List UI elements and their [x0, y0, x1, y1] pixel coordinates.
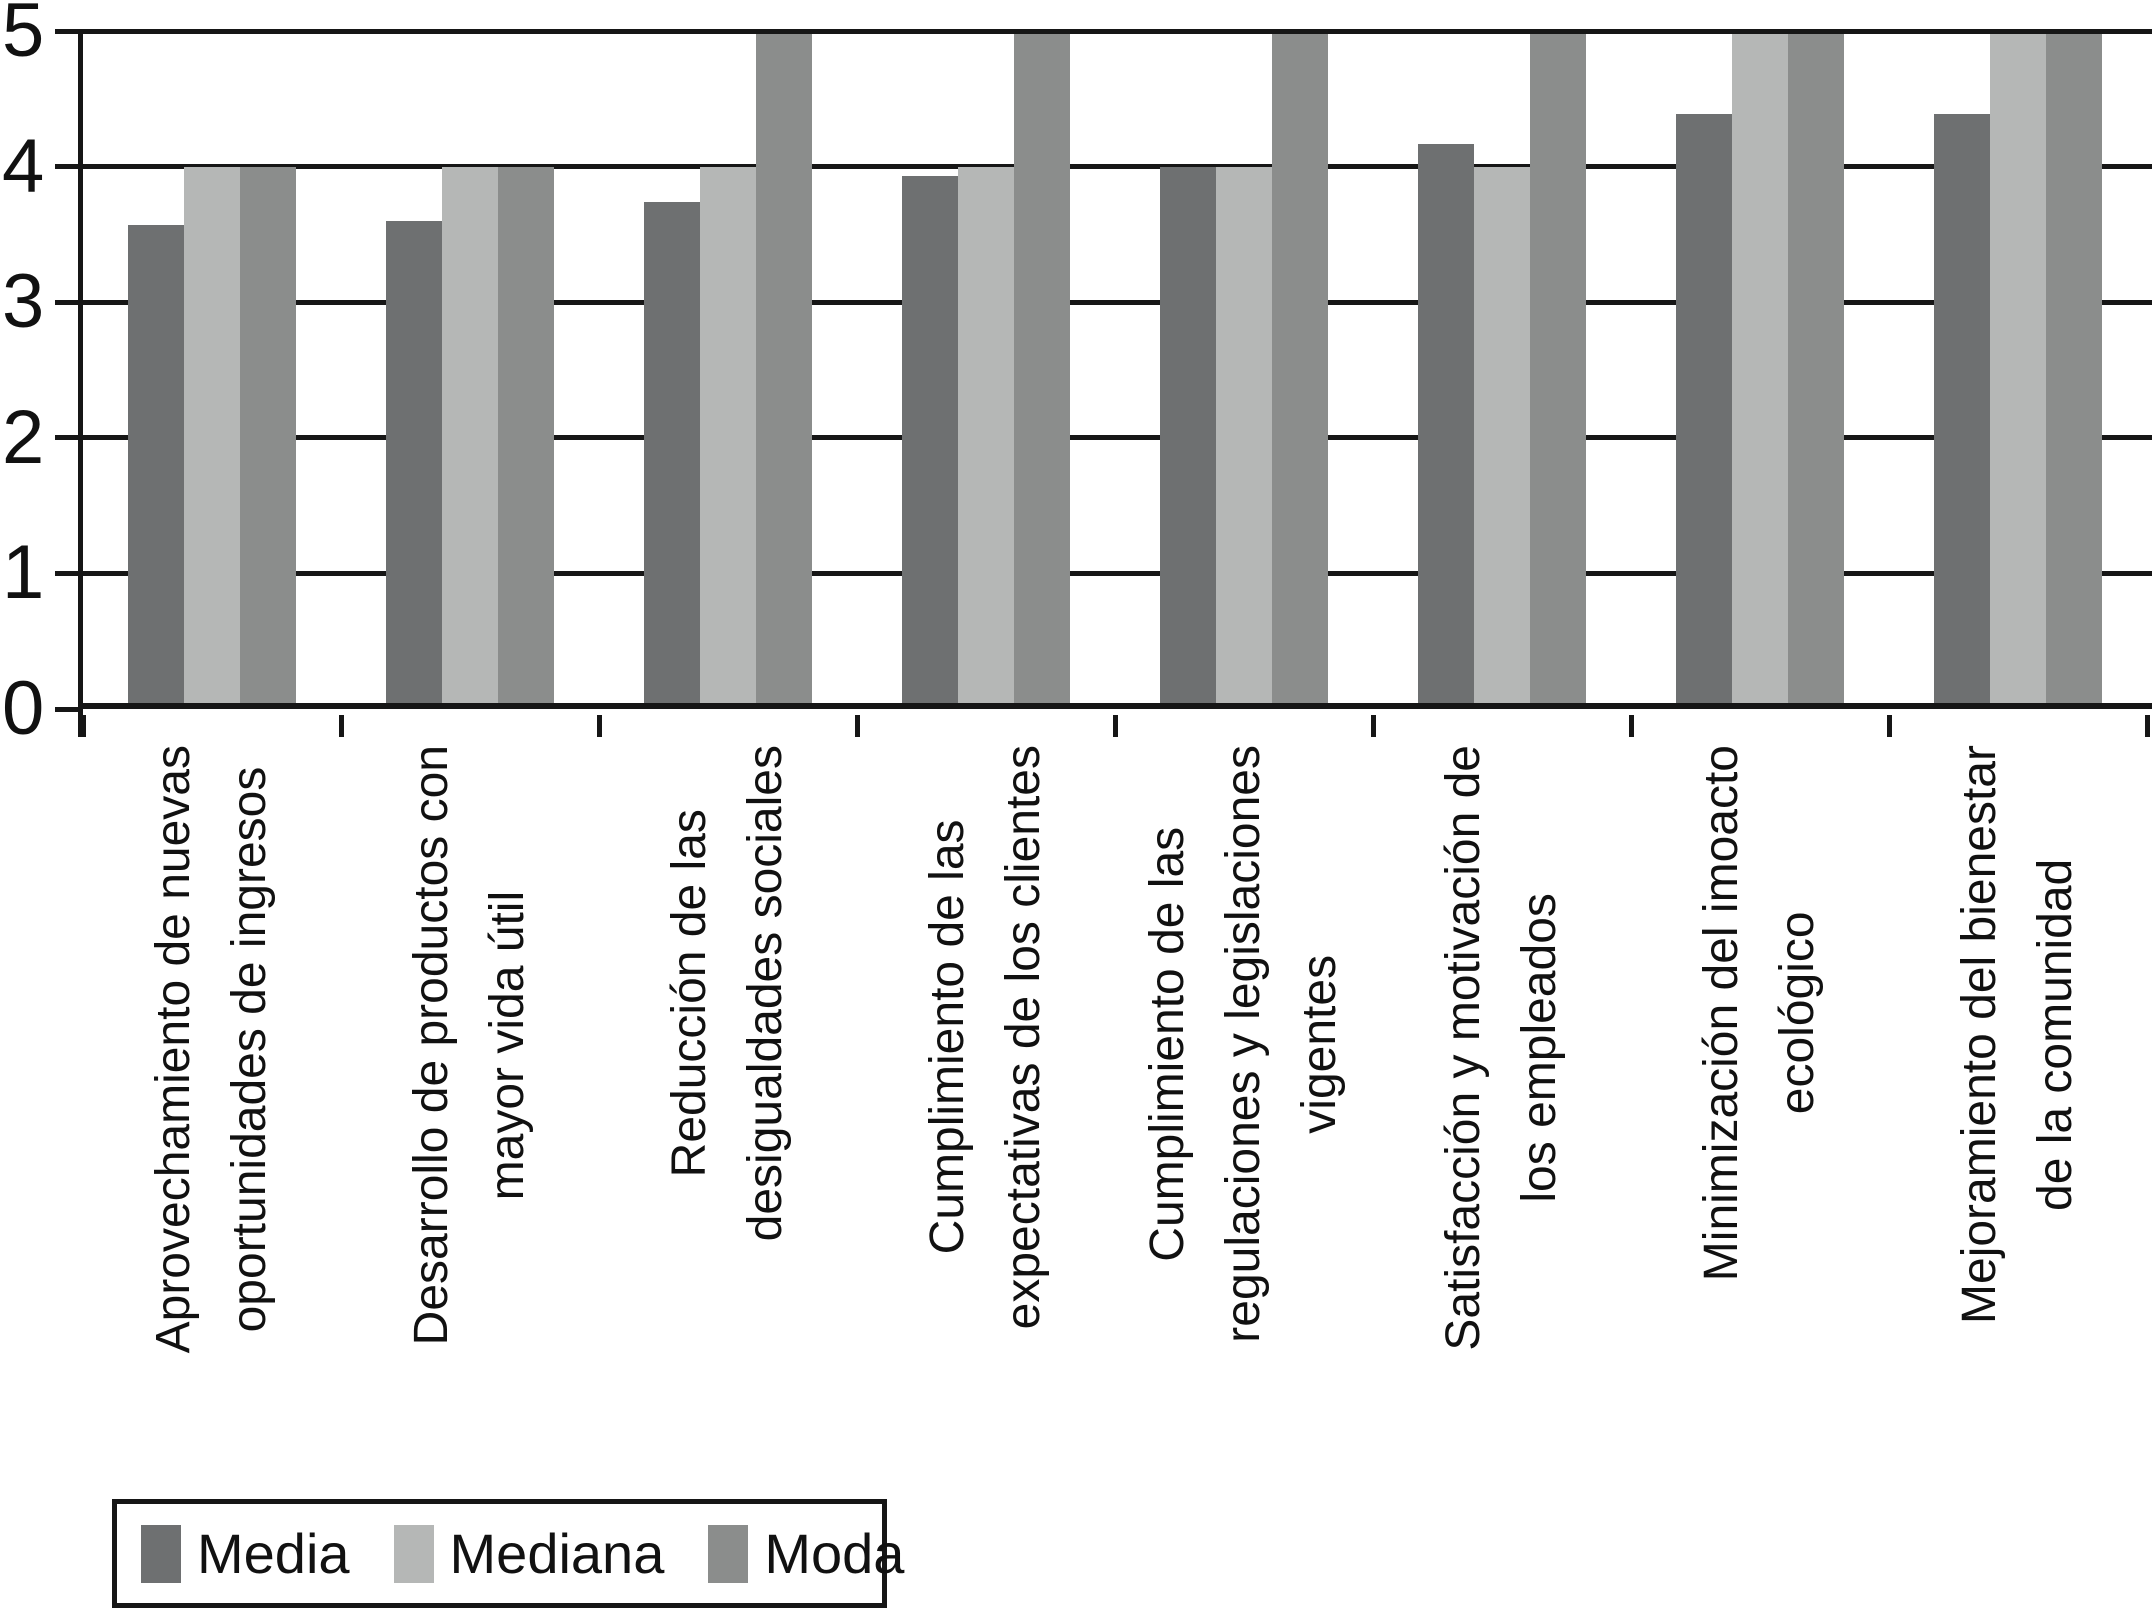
bar-media-7: [1934, 113, 1990, 709]
x-tick-8: [2144, 715, 2150, 737]
legend-label-moda: Moda: [764, 1521, 905, 1585]
x-label-cell-1: Desarrollo de productos con mayor vida ú…: [341, 745, 599, 1485]
y-tick-label-4: 4: [2, 123, 45, 209]
bar-moda-1: [498, 166, 554, 709]
x-label-cell-0: Aprovechamiento de nuevas oportunidades …: [83, 745, 341, 1485]
y-tick-1: [55, 570, 83, 576]
x-axis-line: [78, 703, 2152, 709]
legend-item-media: Media: [141, 1521, 350, 1585]
x-axis-category-labels: Aprovechamiento de nuevas oportunidades …: [83, 745, 2147, 1485]
category-label-2: Reducción de las desigualdades sociales: [663, 745, 792, 1242]
category-label-1: Desarrollo de productos con mayor vida ú…: [405, 745, 534, 1346]
bar-mediana-6: [1732, 31, 1788, 709]
category-label-7: Mejoramiento del bienestar de la comunid…: [1953, 745, 2082, 1324]
x-label-cell-2: Reducción de las desigualdades sociales: [599, 745, 857, 1485]
x-label-cell-6: Minimización del imoacto ecológico: [1631, 745, 1889, 1485]
gridline-y-3: [83, 299, 2152, 305]
y-tick-label-2: 2: [2, 394, 45, 480]
bar-moda-0: [240, 166, 296, 709]
gridline-y-5: [83, 28, 2152, 34]
bar-moda-2: [756, 31, 812, 709]
gridline-y-4: [83, 164, 2152, 170]
bar-media-4: [1160, 166, 1216, 709]
x-tick-4: [1112, 715, 1118, 737]
bar-mediana-4: [1216, 166, 1272, 709]
bar-media-6: [1676, 113, 1732, 709]
legend-swatch-moda: [708, 1524, 749, 1583]
legend-swatch-media: [141, 1524, 181, 1583]
y-tick-label-5: 5: [2, 0, 45, 73]
legend-item-mediana: Mediana: [393, 1521, 665, 1585]
y-tick-label-0: 0: [2, 666, 45, 751]
bar-mediana-5: [1474, 166, 1530, 709]
legend-item-moda: Moda: [708, 1521, 905, 1585]
legend-swatch-mediana: [393, 1524, 434, 1583]
y-axis-line: [78, 29, 83, 737]
bar-moda-6: [1788, 31, 1844, 709]
y-tick-label-1: 1: [2, 530, 45, 616]
y-tick-label-3: 3: [2, 259, 45, 345]
category-label-0: Aprovechamiento de nuevas oportunidades …: [147, 745, 276, 1354]
bar-mediana-3: [958, 166, 1014, 709]
y-tick-2: [55, 435, 83, 441]
y-tick-0: [55, 706, 83, 712]
x-tick-6: [1628, 715, 1634, 737]
bar-mediana-7: [1990, 31, 2046, 709]
x-tick-3: [854, 715, 860, 737]
x-tick-5: [1370, 715, 1376, 737]
x-label-cell-4: Cumplimiento de las regulaciones y legis…: [1115, 745, 1373, 1485]
bar-mediana-0: [184, 166, 240, 709]
y-tick-4: [55, 164, 83, 170]
x-label-cell-7: Mejoramiento del bienestar de la comunid…: [1889, 745, 2147, 1485]
bar-moda-4: [1272, 31, 1328, 709]
bar-media-0: [128, 224, 184, 709]
bar-media-1: [386, 220, 442, 709]
x-label-cell-3: Cumplimiento de las expectativas de los …: [857, 745, 1115, 1485]
gridline-y-2: [83, 435, 2152, 441]
bar-moda-7: [2046, 31, 2102, 709]
bar-mediana-2: [700, 166, 756, 709]
category-label-4: Cumplimiento de las regulaciones y legis…: [1141, 745, 1346, 1343]
bar-moda-5: [1530, 31, 1586, 709]
legend-label-media: Media: [197, 1521, 350, 1585]
bar-media-3: [902, 176, 958, 709]
category-label-6: Minimización del imoacto ecológico: [1695, 745, 1824, 1282]
legend: Media Mediana Moda: [112, 1499, 904, 1608]
plot-area: [55, 28, 2152, 737]
y-tick-3: [55, 299, 83, 305]
x-tick-0: [80, 715, 86, 737]
category-label-5: Satisfacción y motivación de los emplead…: [1437, 745, 1566, 1351]
category-label-3: Cumplimiento de las expectativas de los …: [921, 745, 1050, 1330]
gridline-y-1: [83, 570, 2152, 576]
bar-media-2: [644, 201, 700, 709]
legend-label-mediana: Mediana: [449, 1521, 665, 1585]
bar-moda-3: [1014, 31, 1070, 709]
x-tick-2: [596, 715, 602, 737]
y-tick-5: [55, 28, 83, 34]
x-label-cell-5: Satisfacción y motivación de los emplead…: [1373, 745, 1631, 1485]
x-tick-7: [1886, 715, 1892, 737]
bar-media-5: [1418, 143, 1474, 709]
bar-mediana-1: [442, 166, 498, 709]
x-tick-1: [338, 715, 344, 737]
